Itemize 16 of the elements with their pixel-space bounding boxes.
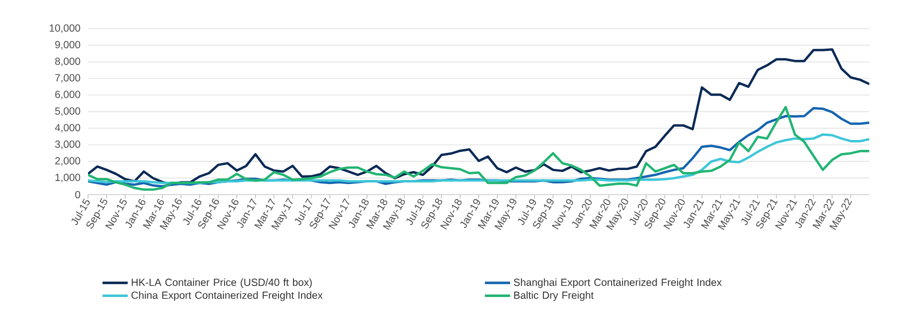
y-tick-label: 2,000 (55, 157, 80, 166)
y-tick-label: 6,000 (55, 90, 80, 100)
legend-label: China Export Containerized Freight Index (132, 291, 323, 301)
legend-label: Shanghai Export Containerized Freight Index (514, 278, 722, 288)
legend-label: Baltic Dry Freight (514, 291, 594, 301)
y-tick-label: 10,000 (50, 24, 80, 33)
y-tick-label: 5,000 (55, 107, 80, 116)
y-tick-label: 9,000 (55, 40, 80, 50)
legend-label: HK-LA Container Price (USD/40 ft box) (132, 278, 312, 288)
y-tick-label: 8,000 (55, 58, 80, 66)
y-tick-label: 3,000 (55, 140, 80, 150)
y-tick-label: 7,000 (55, 74, 80, 83)
y-tick-label: 0 (75, 190, 80, 198)
y-tick-label: 4,000 (54, 124, 80, 132)
y-tick-label: 1,000 (56, 174, 80, 182)
line-series (88, 48, 870, 186)
